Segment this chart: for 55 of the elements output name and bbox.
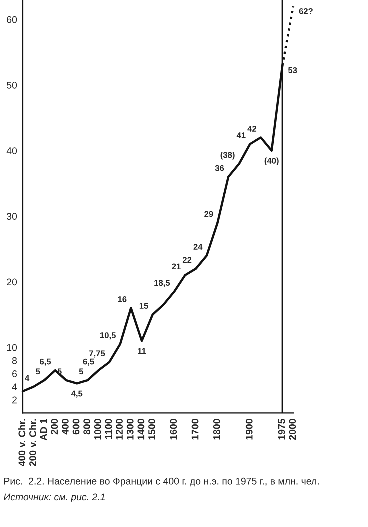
x-tick-label: 1100	[105, 419, 112, 440]
y-tick-label: 20	[7, 278, 18, 286]
data-label: 53	[288, 67, 298, 74]
data-label: 22	[182, 257, 192, 263]
data-label: 11	[138, 348, 146, 354]
data-label: (38)	[220, 152, 235, 160]
y-tick-label: 10	[7, 344, 18, 352]
x-tick-label: 200 v. Chr.	[29, 419, 36, 466]
data-label: 62?	[299, 8, 313, 14]
x-tick-label: 600	[72, 419, 80, 435]
x-tick-label: 1900	[246, 419, 253, 440]
x-tick-label: 1500	[148, 419, 156, 440]
data-label: (40)	[264, 158, 279, 166]
x-tick-label: 1800	[213, 419, 220, 440]
data-label: 18,5	[154, 280, 170, 288]
y-tick-label: 60	[7, 16, 18, 24]
data-label: 16	[118, 296, 127, 302]
data-label: 5	[36, 368, 40, 375]
data-label: 5	[79, 368, 84, 375]
data-label: 15	[140, 303, 148, 309]
x-tick-label: 1600	[170, 419, 178, 440]
data-label: 4	[25, 375, 30, 382]
data-label: 42	[248, 126, 257, 132]
x-tick-label: 2000	[289, 419, 296, 440]
data-label: 10,5	[100, 332, 116, 340]
y-tick-label: 40	[6, 148, 18, 154]
y-tick-label: 30	[7, 213, 18, 220]
x-tick-label: 800	[84, 419, 91, 435]
x-tick-label: AD 1	[40, 418, 48, 441]
y-tick-label: 8	[12, 357, 18, 364]
y-tick-label: 2	[12, 396, 17, 404]
x-tick-label: 400	[62, 419, 69, 435]
y-tick-label: 6	[12, 370, 18, 378]
x-tick-label: 1300	[126, 419, 134, 440]
data-label: 7,75	[90, 350, 106, 358]
x-tick-label: 400 v. Chr.	[18, 419, 26, 466]
data-label: 41	[236, 132, 246, 138]
data-label: 5	[58, 368, 62, 375]
data-label: 6,5	[83, 358, 94, 366]
x-tick-label: 1200	[116, 419, 123, 440]
data-label: 36	[215, 165, 224, 172]
x-tick-label: 200	[51, 419, 58, 435]
y-tick-label: 4	[12, 384, 18, 390]
data-label: 21	[172, 264, 181, 270]
data-label: 24	[194, 244, 203, 250]
data-label: 29	[204, 211, 214, 218]
y-tick-label: 50	[7, 82, 18, 89]
text: Источник: см. рис. 2.1	[4, 494, 105, 503]
x-tick-label: 1400	[138, 419, 145, 440]
x-tick-label: 1975	[278, 418, 286, 440]
x-tick-label: 1700	[192, 419, 199, 440]
x-tick-label: 1000	[94, 419, 102, 440]
text: Рис. 2.2. Население во Франции с 400 г. до н.э. по 1975 г., в млн. чел.	[4, 478, 319, 487]
data-label: 4,5	[71, 390, 83, 398]
data-label: 6,5	[40, 358, 52, 366]
